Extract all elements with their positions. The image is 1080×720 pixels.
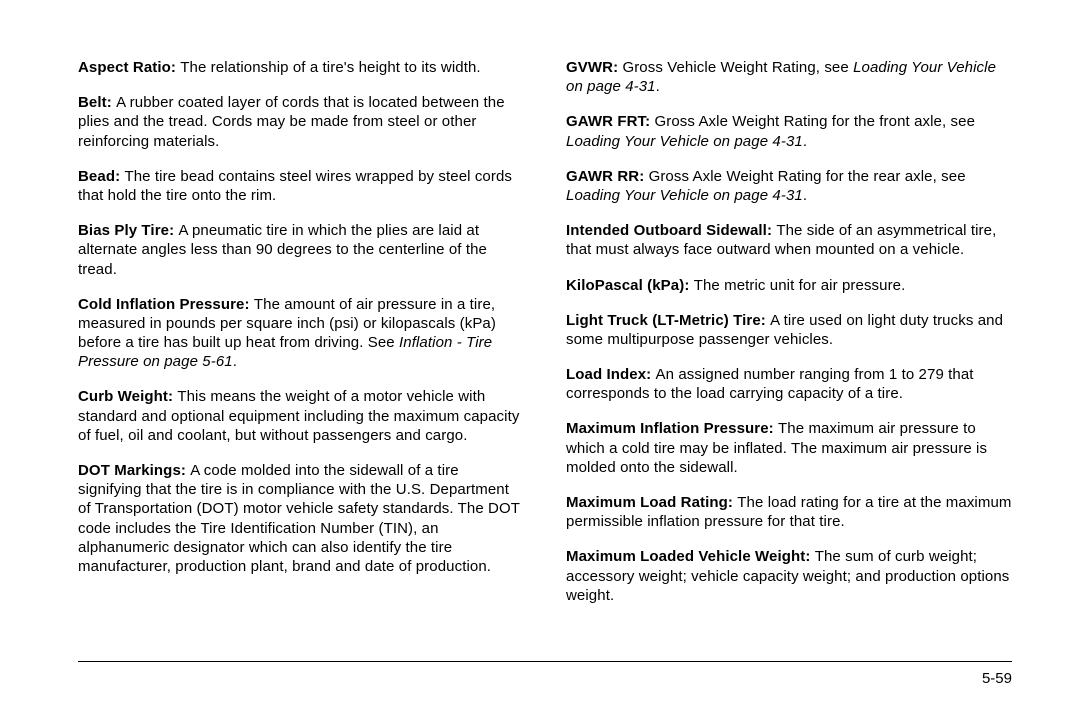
- glossary-definition: The tire bead contains steel wires wrapp…: [78, 168, 512, 204]
- definition-tail: .: [656, 78, 660, 95]
- glossary-term: Belt:: [78, 94, 116, 111]
- glossary-entry: Maximum Load Rating: The load rating for…: [566, 493, 1012, 531]
- glossary-entry: Maximum Inflation Pressure: The maximum …: [566, 419, 1012, 477]
- glossary-term: GVWR:: [566, 59, 622, 76]
- cross-reference: Loading Your Vehicle on page 4-31: [566, 187, 803, 204]
- glossary-entry: Load Index: An assigned number ranging f…: [566, 365, 1012, 403]
- glossary-term: DOT Markings:: [78, 462, 190, 479]
- two-column-layout: Aspect Ratio: The relationship of a tire…: [78, 58, 1012, 621]
- glossary-term: Bias Ply Tire:: [78, 222, 178, 239]
- left-column: Aspect Ratio: The relationship of a tire…: [78, 58, 524, 621]
- glossary-entry: GAWR RR: Gross Axle Weight Rating for th…: [566, 167, 1012, 205]
- glossary-definition: The relationship of a tire's height to i…: [180, 59, 480, 76]
- glossary-term: Curb Weight:: [78, 388, 177, 405]
- glossary-entry: Cold Inflation Pressure: The amount of a…: [78, 295, 524, 372]
- glossary-entry: GVWR: Gross Vehicle Weight Rating, see L…: [566, 58, 1012, 96]
- glossary-term: Maximum Loaded Vehicle Weight:: [566, 548, 815, 565]
- glossary-definition: A rubber coated layer of cords that is l…: [78, 94, 505, 149]
- glossary-term: GAWR RR:: [566, 168, 649, 185]
- footer-rule: [78, 661, 1012, 662]
- manual-page: Aspect Ratio: The relationship of a tire…: [0, 0, 1080, 720]
- right-column: GVWR: Gross Vehicle Weight Rating, see L…: [566, 58, 1012, 621]
- glossary-term: Bead:: [78, 168, 124, 185]
- glossary-entry: Intended Outboard Sidewall: The side of …: [566, 221, 1012, 259]
- glossary-entry: DOT Markings: A code molded into the sid…: [78, 461, 524, 576]
- glossary-entry: GAWR FRT: Gross Axle Weight Rating for t…: [566, 112, 1012, 150]
- glossary-definition: Gross Axle Weight Rating for the rear ax…: [649, 168, 966, 185]
- glossary-term: KiloPascal (kPa):: [566, 277, 694, 294]
- glossary-definition: The metric unit for air pressure.: [694, 277, 906, 294]
- glossary-term: Load Index:: [566, 366, 656, 383]
- glossary-entry: Maximum Loaded Vehicle Weight: The sum o…: [566, 547, 1012, 605]
- glossary-term: Aspect Ratio:: [78, 59, 180, 76]
- glossary-term: Cold Inflation Pressure:: [78, 296, 254, 313]
- glossary-definition: Gross Axle Weight Rating for the front a…: [655, 113, 976, 130]
- glossary-term: Maximum Load Rating:: [566, 494, 737, 511]
- glossary-entry: Aspect Ratio: The relationship of a tire…: [78, 58, 524, 77]
- glossary-term: Maximum Inflation Pressure:: [566, 420, 778, 437]
- cross-reference: Loading Your Vehicle on page 4-31: [566, 133, 803, 150]
- glossary-entry: Bead: The tire bead contains steel wires…: [78, 167, 524, 205]
- page-footer: 5-59: [78, 661, 1012, 687]
- glossary-term: GAWR FRT:: [566, 113, 655, 130]
- glossary-term: Intended Outboard Sidewall:: [566, 222, 776, 239]
- glossary-term: Light Truck (LT-Metric) Tire:: [566, 312, 770, 329]
- definition-tail: .: [233, 353, 237, 370]
- glossary-entry: Belt: A rubber coated layer of cords tha…: [78, 93, 524, 151]
- glossary-definition: Gross Vehicle Weight Rating, see: [622, 59, 853, 76]
- page-number: 5-59: [78, 670, 1012, 687]
- glossary-entry: Bias Ply Tire: A pneumatic tire in which…: [78, 221, 524, 279]
- glossary-entry: Curb Weight: This means the weight of a …: [78, 387, 524, 445]
- glossary-entry: Light Truck (LT-Metric) Tire: A tire use…: [566, 311, 1012, 349]
- definition-tail: .: [803, 133, 807, 150]
- definition-tail: .: [803, 187, 807, 204]
- glossary-entry: KiloPascal (kPa): The metric unit for ai…: [566, 276, 1012, 295]
